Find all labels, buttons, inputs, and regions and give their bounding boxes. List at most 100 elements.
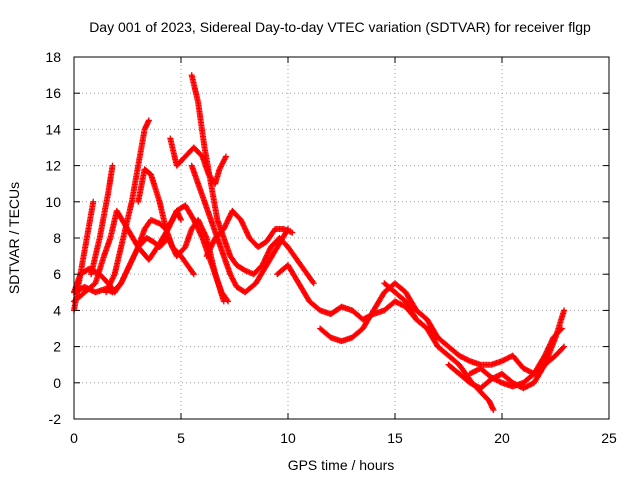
data-point xyxy=(421,314,428,321)
x-tick-label: 25 xyxy=(601,430,617,446)
data-point xyxy=(421,323,428,330)
y-axis-title: SDTVAR / TECUs xyxy=(6,182,22,294)
data-point xyxy=(235,214,242,221)
data-point xyxy=(197,151,204,158)
data-point xyxy=(460,368,467,375)
data-point xyxy=(379,291,386,298)
data-point xyxy=(207,215,214,222)
data-point xyxy=(432,332,439,339)
data-point xyxy=(175,250,182,257)
data-point xyxy=(484,395,491,402)
data-point xyxy=(226,269,233,276)
data-point xyxy=(464,356,471,363)
data-point xyxy=(109,164,116,171)
data-point xyxy=(141,237,148,244)
data-point xyxy=(83,267,90,274)
data-point xyxy=(489,405,496,412)
x-tick-label: 0 xyxy=(70,430,78,446)
data-point xyxy=(302,268,309,275)
data-point xyxy=(550,354,557,361)
series-arc-13 xyxy=(317,280,441,345)
data-point xyxy=(79,291,86,298)
data-point xyxy=(119,236,126,243)
data-point xyxy=(250,282,257,289)
data-point xyxy=(218,228,225,235)
data-point xyxy=(189,269,196,276)
data-point xyxy=(400,287,407,294)
series-arc-4 xyxy=(71,216,227,305)
data-point xyxy=(485,372,492,379)
data-point xyxy=(560,308,567,315)
series-arc-6 xyxy=(103,117,152,296)
data-point xyxy=(194,179,201,186)
series-arc-7 xyxy=(135,166,197,278)
data-point xyxy=(308,277,315,284)
data-point xyxy=(222,154,229,161)
data-point xyxy=(156,197,163,204)
data-point xyxy=(287,228,294,235)
data-point xyxy=(90,282,97,289)
x-tick-label: 10 xyxy=(280,430,296,446)
data-point xyxy=(453,350,460,357)
data-point xyxy=(528,381,535,388)
data-point xyxy=(496,378,503,385)
data-point xyxy=(289,250,296,257)
x-tick-label: 15 xyxy=(387,430,403,446)
data-point xyxy=(497,379,504,386)
data-point xyxy=(125,263,132,270)
data-point xyxy=(239,266,246,273)
data-point xyxy=(103,277,110,284)
data-point xyxy=(294,277,301,284)
data-point xyxy=(252,241,259,248)
data-point xyxy=(96,236,103,243)
data-point xyxy=(182,259,189,266)
data-point xyxy=(485,378,492,385)
y-tick-label: 16 xyxy=(45,85,61,101)
data-point xyxy=(147,237,154,244)
data-point xyxy=(453,368,460,375)
data-point xyxy=(336,305,343,312)
data-point xyxy=(539,363,546,370)
data-point xyxy=(357,327,364,334)
data-point xyxy=(220,296,227,303)
data-point xyxy=(145,169,152,176)
data-point xyxy=(189,214,196,221)
gridlines xyxy=(74,57,609,419)
data-point xyxy=(100,254,107,261)
data-point xyxy=(314,305,321,312)
data-point xyxy=(464,377,471,384)
data-point xyxy=(201,197,208,204)
data-point xyxy=(79,285,86,292)
series-arc-5 xyxy=(88,162,116,278)
data-point xyxy=(296,259,303,266)
chart-title: Day 001 of 2023, Sidereal Day-to-day VTE… xyxy=(89,19,591,35)
data-point xyxy=(220,251,227,258)
data-point xyxy=(231,259,238,266)
data-point xyxy=(189,268,196,275)
data-point xyxy=(272,246,279,253)
data-point xyxy=(325,332,332,339)
y-tick-label: 8 xyxy=(53,230,61,246)
data-point xyxy=(389,300,396,307)
data-point xyxy=(400,296,407,303)
data-point xyxy=(559,344,566,351)
data-point xyxy=(453,359,460,366)
data-point xyxy=(211,269,218,276)
data-point xyxy=(433,341,440,348)
series-arc-11 xyxy=(203,207,296,260)
data-point xyxy=(146,219,153,226)
data-point xyxy=(270,228,277,235)
data-point xyxy=(465,357,472,364)
data-point xyxy=(115,282,122,289)
data-point xyxy=(262,264,269,271)
series-arc-9 xyxy=(188,72,317,287)
data-point xyxy=(304,295,311,302)
y-tick-label: -2 xyxy=(49,411,62,427)
data-point xyxy=(309,278,316,285)
data-point xyxy=(145,118,152,125)
data-point xyxy=(180,246,187,253)
data-point xyxy=(141,127,148,134)
data-point xyxy=(528,372,535,379)
x-tick-label: 20 xyxy=(494,430,510,446)
